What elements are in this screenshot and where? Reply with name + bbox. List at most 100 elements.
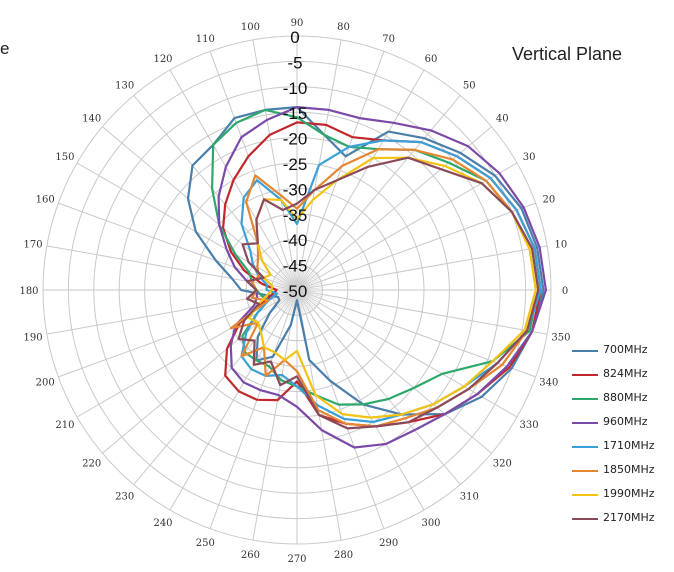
grid-spoke-inner (296, 289, 304, 315)
grid-spoke (169, 289, 298, 511)
angle-tick-label: 250 (196, 538, 215, 549)
grid-spoke (209, 289, 298, 529)
grid-spoke-inner (288, 266, 298, 291)
grid-spoke-inner (296, 277, 320, 291)
angle-tick-label: 270 (287, 554, 306, 565)
grid-spoke-inner (296, 289, 310, 313)
grid-spoke (102, 289, 298, 454)
grid-spoke (296, 289, 548, 335)
legend-label: 2170MHz (603, 511, 655, 524)
angle-tick-label: 210 (55, 420, 74, 431)
grid-spoke-inner (296, 289, 321, 302)
legend-label: 700MHz (603, 343, 648, 356)
grid-spoke-inner (296, 285, 323, 291)
angle-tick-label: 340 (539, 378, 558, 389)
grid-spoke-inner (296, 264, 302, 291)
angle-tick-label: 230 (115, 491, 134, 502)
grid-spoke-inner (282, 269, 298, 291)
grid-spoke-inner (296, 264, 300, 291)
grid-spoke-inner (294, 264, 298, 291)
radial-tick-label: -15 (283, 104, 308, 123)
grid-spoke-inner (296, 281, 321, 291)
angle-tick-label: 50 (463, 81, 476, 92)
grid-spoke-inner (273, 281, 298, 291)
series-layer (186, 106, 547, 449)
angle-tick-labels: 0 10 20 30 40 50 60 70 80 90 100 110 120 130 140 150 160… (19, 18, 570, 565)
grid-spoke-inner (272, 283, 298, 291)
angle-tick-label: 290 (379, 538, 398, 549)
grid-spoke-inner (290, 265, 298, 291)
grid-spoke-inner (296, 289, 316, 309)
series-line-1710mhz (240, 139, 542, 424)
angle-tick-label: 150 (55, 152, 74, 163)
legend-swatch (572, 422, 598, 424)
clipped-title-fragment: e (0, 39, 10, 58)
grid-spoke-inner (271, 287, 298, 291)
angle-tick-label: 160 (36, 194, 55, 205)
grid-spoke-inner (272, 289, 298, 297)
legend-label: 1850MHz (603, 463, 655, 476)
grid-spoke (296, 162, 518, 291)
angle-tick-label: 170 (24, 239, 43, 250)
grid-spoke-inner (296, 289, 322, 297)
grid-spoke-inner (296, 289, 318, 305)
angle-tick-label: 130 (115, 81, 134, 92)
radial-tick-label: -40 (283, 231, 308, 250)
angle-tick-label: 350 (551, 333, 570, 344)
grid-spoke-inner (284, 267, 298, 291)
grid-spoke-inner (282, 289, 298, 311)
grid-spoke-inner (296, 266, 306, 291)
grid-spoke (296, 95, 461, 291)
grid-spoke-inner (296, 275, 318, 291)
angle-tick-label: 330 (520, 420, 539, 431)
grid-spoke-inner (296, 289, 323, 295)
grid-spoke-inner (296, 289, 321, 299)
angle-tick-label: 140 (82, 114, 101, 125)
grid-spoke-inner (296, 265, 304, 291)
radial-tick-label: -30 (283, 180, 308, 199)
radial-tick-label: -45 (283, 257, 308, 276)
grid-spoke-inner (271, 285, 298, 291)
grid-spoke-inner (288, 289, 298, 314)
series-line-1990mhz (247, 156, 537, 419)
grid-spoke-inner (285, 266, 298, 291)
radial-tick-labels: 0 -5 -10 -15 -20 -25 -30 -35 -40 -45 -50 (283, 28, 308, 301)
grid-spoke-inner (296, 289, 317, 307)
grid-spoke-inner (274, 277, 298, 291)
grid-spoke (296, 202, 536, 291)
legend-label: 824MHz (603, 367, 648, 380)
grid-spoke-inner (296, 269, 312, 291)
grid-spoke-inner (292, 264, 298, 291)
grid-spoke-inner (296, 270, 314, 291)
radial-tick-label: -5 (287, 53, 302, 72)
grid-spoke (252, 39, 298, 291)
angle-tick-label: 30 (523, 152, 536, 163)
angle-tick-label: 240 (153, 518, 172, 529)
legend-label: 1710MHz (603, 439, 655, 452)
grid-spoke (296, 69, 425, 291)
angle-tick-label: 0 (562, 286, 568, 297)
legend-swatch (572, 374, 598, 376)
legend-swatch (572, 350, 598, 352)
grid-spoke (296, 289, 461, 485)
legend-swatch (572, 398, 598, 400)
grid-spoke (46, 245, 298, 291)
grid-spoke (296, 289, 385, 529)
angle-tick-label: 180 (19, 286, 38, 297)
grid-spoke-inner (278, 289, 298, 309)
grid-spoke-inner (296, 287, 323, 291)
grid-spoke-inner (296, 267, 310, 291)
grid-spoke-inner (276, 275, 298, 291)
grid-spoke (209, 51, 298, 291)
legend-swatch (572, 518, 598, 520)
radial-tick-label: -20 (283, 130, 308, 149)
grid-spoke-inner (290, 289, 298, 315)
grid-spoke-inner (296, 283, 322, 291)
grid-spoke-inner (296, 289, 312, 311)
grid-spoke-inner (296, 289, 306, 314)
grid-spoke-inner (284, 289, 298, 313)
angle-tick-label: 110 (196, 34, 215, 45)
legend-swatch (572, 494, 598, 496)
radial-tick-label: -50 (283, 282, 308, 301)
grid-spoke-inner (278, 271, 298, 291)
